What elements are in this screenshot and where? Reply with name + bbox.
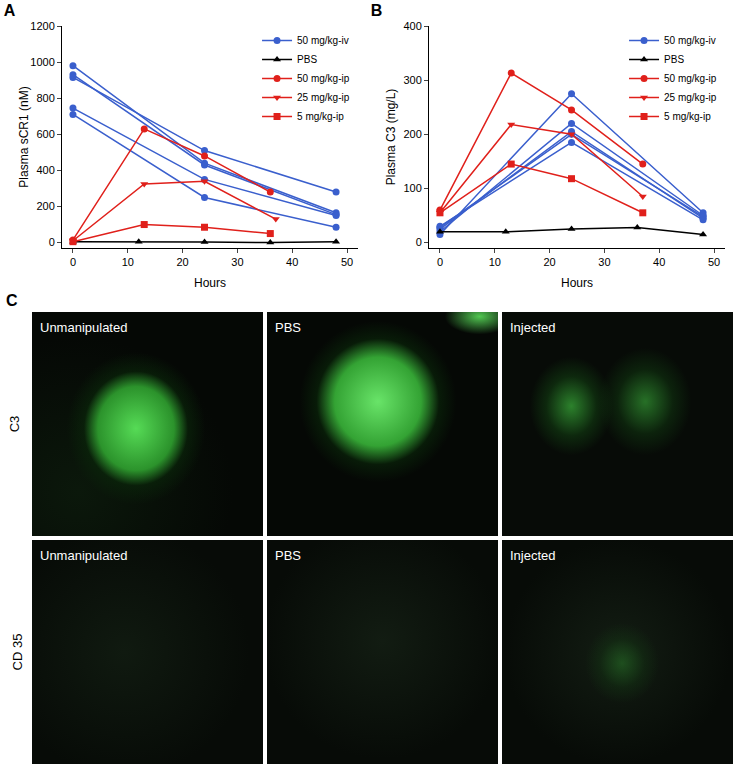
svg-text:1000: 1000 (30, 56, 54, 68)
html-text:PBS: PBS (275, 548, 301, 563)
svg-text:40: 40 (653, 256, 665, 268)
svg-text:20: 20 (543, 256, 555, 268)
svg-text:PBS: PBS (297, 54, 317, 65)
svg-text:25 mg/kg-ip: 25 mg/kg-ip (297, 92, 350, 103)
svg-text:200: 200 (36, 200, 54, 212)
svg-text:30: 30 (231, 256, 243, 268)
svg-text:20: 20 (176, 256, 188, 268)
html-text:C: C (6, 292, 18, 309)
svg-text:10: 10 (489, 256, 501, 268)
html-text:C3: C3 (7, 415, 22, 433)
svg-text:50 mg/kg-ip: 50 mg/kg-ip (664, 73, 717, 84)
svg-text:B: B (371, 2, 383, 19)
svg-text:800: 800 (36, 92, 54, 104)
svg-text:600: 600 (36, 128, 54, 140)
svg-text:0: 0 (70, 256, 76, 268)
svg-text:50 mg/kg-iv: 50 mg/kg-iv (664, 35, 716, 46)
svg-text:Hours: Hours (194, 276, 226, 290)
svg-text:Plasma sCR1 (nM): Plasma sCR1 (nM) (17, 86, 31, 187)
html-text:PBS: PBS (275, 320, 301, 335)
svg-text:300: 300 (403, 74, 421, 86)
svg-text:A: A (4, 2, 16, 19)
svg-text:400: 400 (403, 20, 421, 32)
svg-text:Plasma C3 (mg/L): Plasma C3 (mg/L) (384, 89, 398, 186)
svg-text:10: 10 (122, 256, 134, 268)
svg-text:0: 0 (437, 256, 443, 268)
html-text:Injected: Injected (510, 548, 556, 563)
svg-text:Hours: Hours (561, 276, 593, 290)
svg-text:PBS: PBS (664, 54, 684, 65)
svg-text:50: 50 (708, 256, 720, 268)
svg-text:400: 400 (36, 164, 54, 176)
html-text:Injected: Injected (510, 320, 556, 335)
svg-text:0: 0 (49, 236, 55, 248)
svg-text:5 mg/kg-ip: 5 mg/kg-ip (297, 111, 344, 122)
svg-text:100: 100 (403, 182, 421, 194)
svg-text:50 mg/kg-ip: 50 mg/kg-ip (297, 73, 350, 84)
html-text:Unmanipulated: Unmanipulated (40, 548, 128, 563)
svg-text:40: 40 (286, 256, 298, 268)
svg-text:30: 30 (598, 256, 610, 268)
svg-text:200: 200 (403, 128, 421, 140)
svg-text:50 mg/kg-iv: 50 mg/kg-iv (297, 35, 349, 46)
svg-text:1200: 1200 (30, 20, 54, 32)
html-text:CD 35: CD 35 (10, 633, 26, 671)
svg-text:25 mg/kg-ip: 25 mg/kg-ip (664, 92, 717, 103)
html-text:Unmanipulated: Unmanipulated (40, 320, 128, 335)
svg-text:50: 50 (341, 256, 353, 268)
svg-text:5 mg/kg-ip: 5 mg/kg-ip (664, 111, 711, 122)
svg-text:0: 0 (416, 236, 422, 248)
